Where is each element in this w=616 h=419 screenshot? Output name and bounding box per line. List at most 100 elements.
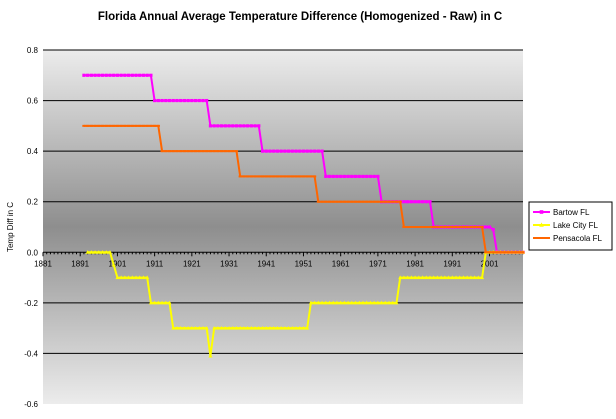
data-point [405,275,410,280]
data-point [301,175,306,178]
data-point [450,275,455,280]
data-point [93,250,98,254]
data-point [517,251,521,254]
data-point [107,250,112,254]
data-point [513,251,518,254]
data-point [264,325,269,330]
data-point [368,174,373,179]
data-point [324,174,328,179]
data-point [387,300,392,305]
data-point [283,175,287,178]
data-point [394,200,399,203]
data-point [361,174,365,179]
data-point [335,200,339,203]
data-point [290,149,294,153]
data-point [305,175,309,178]
data-point [220,124,224,128]
data-point [357,300,362,305]
data-point [424,275,429,280]
data-point [521,251,525,254]
data-point [413,226,417,228]
data-point [112,73,116,77]
data-point [119,124,123,127]
data-point [197,325,202,330]
data-point [156,124,160,127]
data-point [171,98,175,103]
data-point [197,150,201,153]
data-point [182,150,186,153]
data-point [253,175,257,178]
data-point [216,150,220,153]
data-point [148,300,153,305]
data-point [383,200,387,203]
data-point [432,226,436,228]
data-point [431,275,436,280]
data-point [149,73,153,77]
x-tick-label: 1911 [146,259,164,268]
data-point [424,226,428,228]
data-point [216,124,220,128]
data-point [208,124,213,128]
y-axis: -0.6 -0.4 -0.2 0.0 0.2 0.4 0.6 0.8 [24,46,38,409]
data-point [294,149,298,153]
data-point [223,325,228,330]
data-point [473,226,477,228]
data-point [446,226,451,228]
data-point [316,149,320,153]
data-point [145,73,149,77]
data-point [320,200,324,203]
data-point [97,73,101,77]
data-point [335,174,339,179]
data-point [439,226,443,228]
data-point [122,275,127,280]
data-point [134,124,138,127]
data-point [153,124,157,127]
data-point [93,73,97,77]
data-point [402,226,406,228]
data-point [368,200,373,203]
data-point [153,98,157,103]
data-point [465,275,470,280]
data-point [231,124,235,128]
data-point [413,275,418,280]
data-point [86,124,90,127]
data-point [301,325,306,330]
data-point [409,226,413,228]
data-point [138,73,142,77]
data-point [398,200,402,203]
data-point [115,275,120,280]
data-point [361,200,365,203]
data-point [279,149,283,153]
data-point [204,325,209,330]
data-point [246,175,250,178]
data-point [242,124,246,128]
data-point [141,275,146,280]
data-point [108,124,112,127]
data-point [208,150,213,153]
data-point [197,98,201,103]
data-point [327,300,332,305]
x-tick-label: 1901 [109,259,127,268]
data-point [324,200,328,203]
data-point [201,325,205,330]
data-point [365,174,369,179]
y-tick-label: -0.2 [24,299,38,308]
data-point [134,275,139,280]
data-point [394,300,399,305]
data-point [186,150,190,153]
data-point [428,226,432,228]
data-point [212,124,216,128]
data-point [205,150,209,153]
data-point [450,226,454,228]
data-point [145,275,150,280]
x-tick-label: 1941 [257,259,275,268]
data-point [219,325,224,330]
legend-marker [539,210,544,214]
data-point [231,150,235,153]
data-point [484,225,488,229]
data-point [208,353,213,358]
data-point [134,73,138,77]
data-point [272,149,276,153]
data-point [364,300,369,305]
data-point [160,300,165,305]
